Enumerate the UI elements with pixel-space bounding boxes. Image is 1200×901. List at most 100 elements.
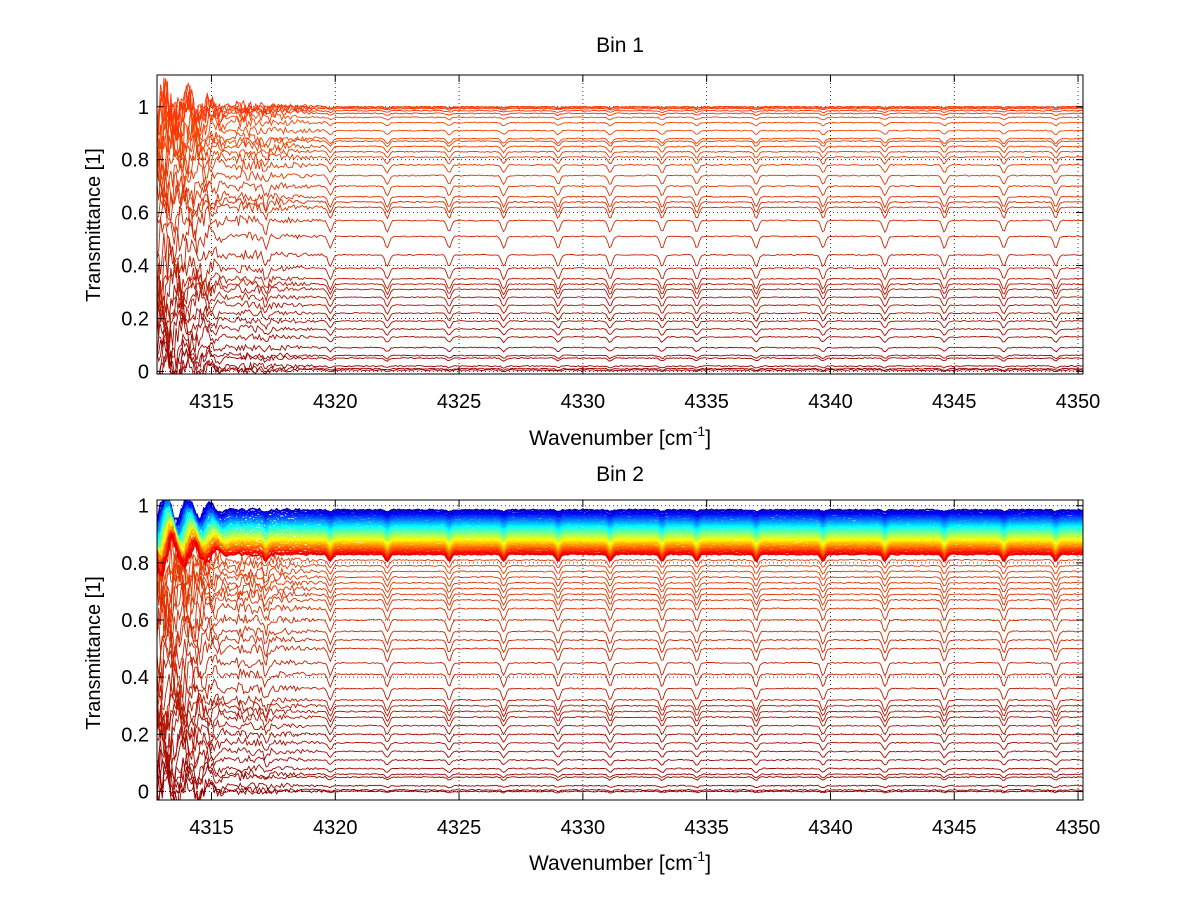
series-line bbox=[157, 649, 1083, 701]
series-line bbox=[157, 529, 1083, 594]
series-line bbox=[157, 115, 1083, 168]
y-tick-label: 1 bbox=[138, 496, 149, 518]
series-line bbox=[159, 353, 1083, 374]
x-tick-label: 4350 bbox=[1056, 391, 1101, 413]
x-tick-label: 4330 bbox=[561, 391, 606, 413]
series-line bbox=[157, 679, 1083, 730]
series-line bbox=[157, 167, 1083, 223]
series-line bbox=[157, 276, 1083, 323]
series-line bbox=[157, 758, 1083, 794]
y-tick-label: 0.2 bbox=[121, 308, 149, 330]
series-line bbox=[157, 689, 1083, 740]
y-tick-label: 0 bbox=[138, 361, 149, 383]
series-group bbox=[157, 500, 1083, 800]
series-line bbox=[157, 712, 1083, 770]
y-tick-label: 1 bbox=[138, 97, 149, 119]
series-line bbox=[157, 185, 1083, 233]
series-line bbox=[157, 539, 1083, 565]
series-line bbox=[157, 81, 1083, 132]
series-line bbox=[157, 543, 1083, 596]
series-line bbox=[157, 115, 1083, 170]
series-line bbox=[157, 332, 1083, 369]
y-tick-label: 0 bbox=[138, 781, 149, 803]
x-tick-label: 4335 bbox=[684, 817, 729, 839]
series-line bbox=[157, 541, 1083, 600]
series-line bbox=[157, 107, 1083, 164]
x-tick-label: 4320 bbox=[313, 391, 358, 413]
series-line bbox=[157, 297, 1083, 343]
x-tick-label: 4345 bbox=[932, 391, 977, 413]
series-line bbox=[157, 232, 1083, 277]
series-line bbox=[157, 145, 1083, 194]
x-tick-label: 4325 bbox=[437, 817, 482, 839]
chart-title: Bin 2 bbox=[596, 463, 644, 486]
series-line bbox=[157, 552, 1083, 630]
series-group bbox=[157, 77, 1083, 374]
series-line bbox=[157, 529, 1083, 569]
series-line bbox=[157, 78, 1083, 145]
series-line bbox=[157, 553, 1083, 613]
series-line bbox=[157, 768, 1083, 800]
y-axis-label: Transmittance [1] bbox=[83, 576, 105, 730]
series-line bbox=[157, 518, 1083, 556]
series-line bbox=[157, 683, 1083, 731]
y-axis-label: Transmittance [1] bbox=[83, 148, 105, 302]
series-line bbox=[157, 621, 1083, 676]
series-line bbox=[157, 160, 1083, 207]
series-line bbox=[157, 692, 1083, 737]
x-tick-label: 4320 bbox=[313, 817, 358, 839]
y-tick-label: 0.4 bbox=[121, 667, 149, 689]
series-line bbox=[157, 748, 1083, 797]
series-line bbox=[157, 81, 1083, 145]
series-line bbox=[157, 500, 1083, 530]
series-line bbox=[157, 582, 1083, 624]
series-line bbox=[158, 338, 1083, 374]
series-line bbox=[157, 732, 1083, 782]
series-line bbox=[157, 216, 1083, 261]
x-tick-label: 4330 bbox=[561, 817, 606, 839]
chart-title: Bin 1 bbox=[596, 34, 644, 57]
series-line bbox=[157, 125, 1083, 180]
chart-bin-2: Bin 2 Transmittance [1] Wavenumber [cm-1… bbox=[83, 463, 1100, 875]
x-axis-label: Wavenumber [cm-1] bbox=[529, 848, 711, 875]
x-tick-label: 4325 bbox=[437, 391, 482, 413]
series-line bbox=[157, 639, 1083, 693]
series-line bbox=[157, 328, 1083, 374]
series-line bbox=[157, 531, 1083, 578]
series-line bbox=[157, 663, 1083, 711]
y-tick-label: 0.6 bbox=[121, 203, 149, 225]
series-line bbox=[157, 557, 1083, 614]
series-line bbox=[157, 333, 1083, 374]
series-line bbox=[157, 239, 1083, 299]
series-line bbox=[157, 90, 1083, 154]
y-tick-label: 0.4 bbox=[121, 256, 149, 278]
series-line bbox=[157, 570, 1083, 637]
series-line bbox=[157, 593, 1083, 657]
series-line bbox=[157, 267, 1083, 309]
series-line bbox=[157, 551, 1083, 609]
series-line bbox=[157, 740, 1083, 791]
series-line bbox=[157, 518, 1083, 560]
series-line bbox=[157, 616, 1083, 672]
x-axis-label: Wavenumber [cm-1] bbox=[529, 423, 711, 450]
series-line bbox=[157, 500, 1083, 540]
axes-box bbox=[156, 499, 1084, 801]
series-line bbox=[157, 500, 1083, 545]
x-tick-label: 4315 bbox=[189, 391, 234, 413]
series-line bbox=[157, 180, 1083, 216]
series-line bbox=[157, 759, 1083, 800]
series-line bbox=[157, 585, 1083, 642]
series-line bbox=[157, 345, 1083, 374]
x-tick-label: 4340 bbox=[808, 391, 853, 413]
series-line bbox=[157, 702, 1083, 764]
series-line bbox=[157, 249, 1083, 310]
series-line bbox=[157, 699, 1083, 751]
x-tick-label: 4345 bbox=[932, 817, 977, 839]
x-tick-label: 4315 bbox=[189, 817, 234, 839]
series-line bbox=[157, 528, 1083, 570]
series-line bbox=[157, 197, 1083, 245]
axes-box bbox=[156, 74, 1084, 375]
series-line bbox=[157, 106, 1083, 160]
series-line bbox=[157, 303, 1083, 351]
